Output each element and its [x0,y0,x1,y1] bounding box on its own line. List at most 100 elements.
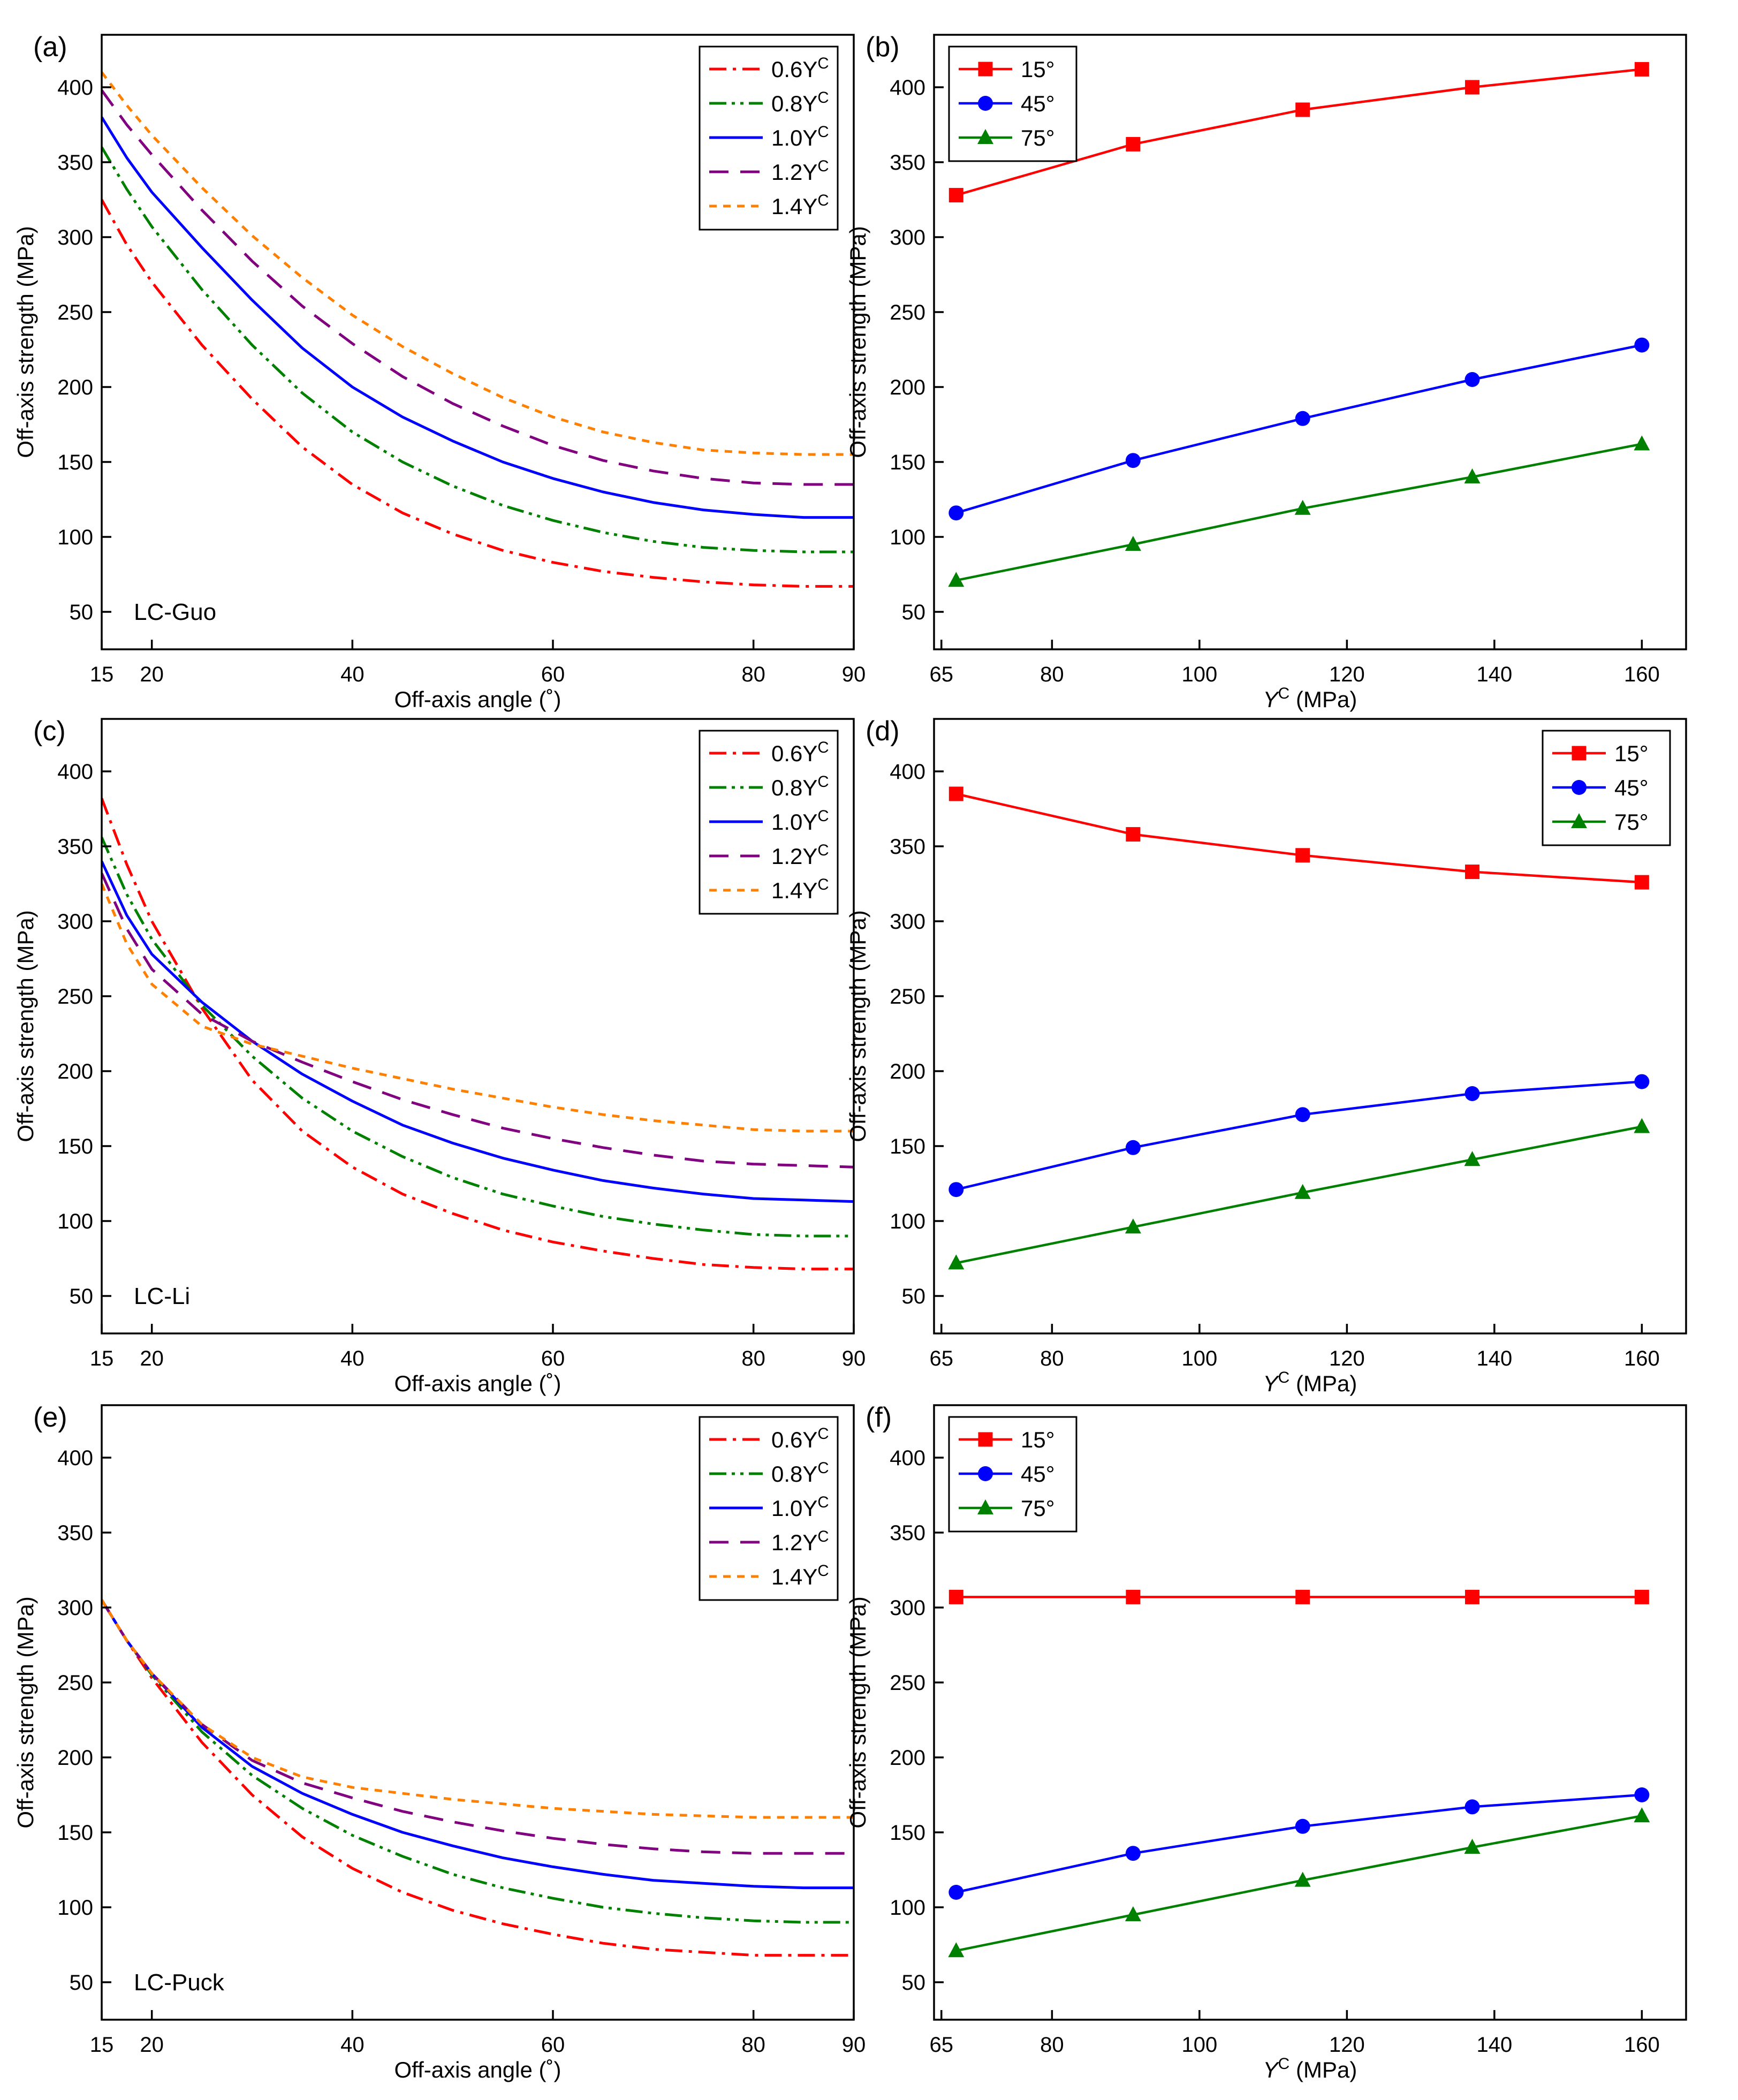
data-point-s2-1 [1125,1218,1141,1234]
data-point-s0-4 [1634,875,1649,890]
series-group [948,1589,1650,1958]
series-group [102,71,854,588]
y-tick-label-3: 200 [57,376,93,399]
method-annotation: LC-Li [134,1283,190,1309]
legend-label-0: 15° [1021,1427,1055,1452]
x-tick-label-1: 80 [1040,663,1064,686]
legend-label-4-sup: C [817,192,829,209]
series-group [102,798,854,1271]
y-tick-label-6: 350 [57,151,93,175]
legend-label-1: 0.8YC [771,1459,829,1487]
data-point-s0-2 [1295,102,1310,117]
y-tick-label-3: 200 [890,1746,925,1770]
y-tick-label-2: 150 [890,451,925,474]
y-tick-label-4: 250 [57,1671,93,1695]
series-group [948,786,1650,1270]
data-point-s1-0 [948,1182,964,1197]
x-tick-label-2: 100 [1182,2033,1218,2057]
x-tick-label-3: 120 [1329,1347,1365,1370]
x-tick-label-5: 90 [842,2033,866,2057]
x-tick-label-1: 80 [1040,1347,1064,1370]
y-tick-label-0: 50 [70,601,94,624]
x-tick-label-3: 60 [541,1347,565,1370]
legend-marker-1 [1572,780,1587,795]
x-tick-label-0: 65 [930,1347,954,1370]
y-tick-label-1: 100 [890,526,925,549]
legend: 15° 45° 75° [948,1416,1077,1533]
series-line-3 [102,89,854,486]
panel-e: 15 20 40 60 80 90 50 100 150 200 250 300 350 400 Off-a… [13,1402,866,2082]
data-point-s0-0 [948,786,963,801]
y-tick-label-5: 300 [57,1596,93,1620]
legend-label-4-base: 1.4Y [771,1564,817,1589]
series-line-2 [102,860,854,1203]
data-point-s2-0 [948,572,965,587]
panel-label: (e) [33,1402,67,1433]
series-line-2 [102,1599,854,1890]
method-annotation: LC-Guo [134,599,216,625]
y-tick-label-5: 300 [890,1596,925,1620]
y-tick-label-5: 300 [890,910,925,934]
legend-label-0-base: 0.6Y [771,741,817,766]
data-point-s1-4 [1634,1787,1650,1802]
plot-frame [101,1404,855,2021]
data-point-s0-3 [1465,1589,1480,1604]
data-point-s0-3 [1465,865,1480,880]
x-tick-label-4: 80 [741,663,765,686]
series-line-1 [955,344,1642,514]
legend-label-0: 0.6YC [771,739,829,766]
data-point-s1-3 [1464,372,1480,387]
y-tick-label-2: 150 [57,451,93,474]
legend-label-0: 15° [1614,741,1649,766]
x-axis-label-sup: C [1278,685,1290,702]
legend-marker-0 [978,1432,993,1447]
series-line-4 [102,883,854,1133]
y-tick-label-6: 350 [890,1521,925,1545]
data-point-s1-4 [1634,1074,1650,1089]
x-tick-label-1: 20 [140,663,164,686]
legend-label-3: 1.2YC [771,157,829,185]
legend-label-0-sup: C [817,739,829,756]
series-line-4 [102,71,854,456]
x-tick-label-0: 15 [90,2033,114,2057]
legend-label-1: 45° [1021,91,1055,116]
x-axis-label: YC (MPa) [1263,685,1357,712]
y-tick-label-3: 200 [890,376,925,399]
legend-marker-0 [978,62,993,77]
data-point-s1-2 [1295,411,1310,426]
x-tick-label-3: 120 [1329,663,1365,686]
data-point-s2-4 [1634,435,1650,451]
legend-label-0-sup: C [817,1425,829,1443]
y-axis-label: Off-axis strength (MPa) [845,226,870,458]
legend-label-0: 0.6YC [771,1425,829,1452]
y-tick-label-6: 350 [57,835,93,859]
x-tick-label-5: 160 [1624,663,1660,686]
legend-label-3-sup: C [817,841,829,859]
data-point-s0-1 [1126,827,1141,842]
plot-frame [101,34,855,650]
legend: 15° 45° 75° [1542,730,1671,846]
x-tick-label-5: 90 [842,663,866,686]
data-point-s1-3 [1464,1799,1480,1815]
legend-label-2: 1.0YC [771,123,829,150]
legend-label-4-base: 1.4Y [771,878,817,903]
y-axis-label: Off-axis strength (MPa) [13,226,38,458]
y-tick-label-3: 200 [57,1746,93,1770]
y-tick-label-4: 250 [890,985,925,1009]
x-tick-label-4: 140 [1476,2033,1512,2057]
legend-label-0-base: 0.6Y [771,1427,817,1452]
y-tick-label-1: 100 [57,526,93,549]
y-tick-label-0: 50 [70,1285,94,1308]
data-point-s0-0 [948,188,963,203]
legend-marker-0 [1572,746,1587,761]
legend-label-1: 45° [1021,1461,1055,1487]
legend-label-1: 0.8YC [771,89,829,116]
series-line-0 [955,792,1642,884]
legend-marker-1 [978,1466,993,1481]
legend-label-0-sup: C [817,55,829,72]
data-point-s1-3 [1464,1086,1480,1101]
series-line-1 [102,837,854,1238]
data-point-s2-1 [1125,1906,1141,1921]
